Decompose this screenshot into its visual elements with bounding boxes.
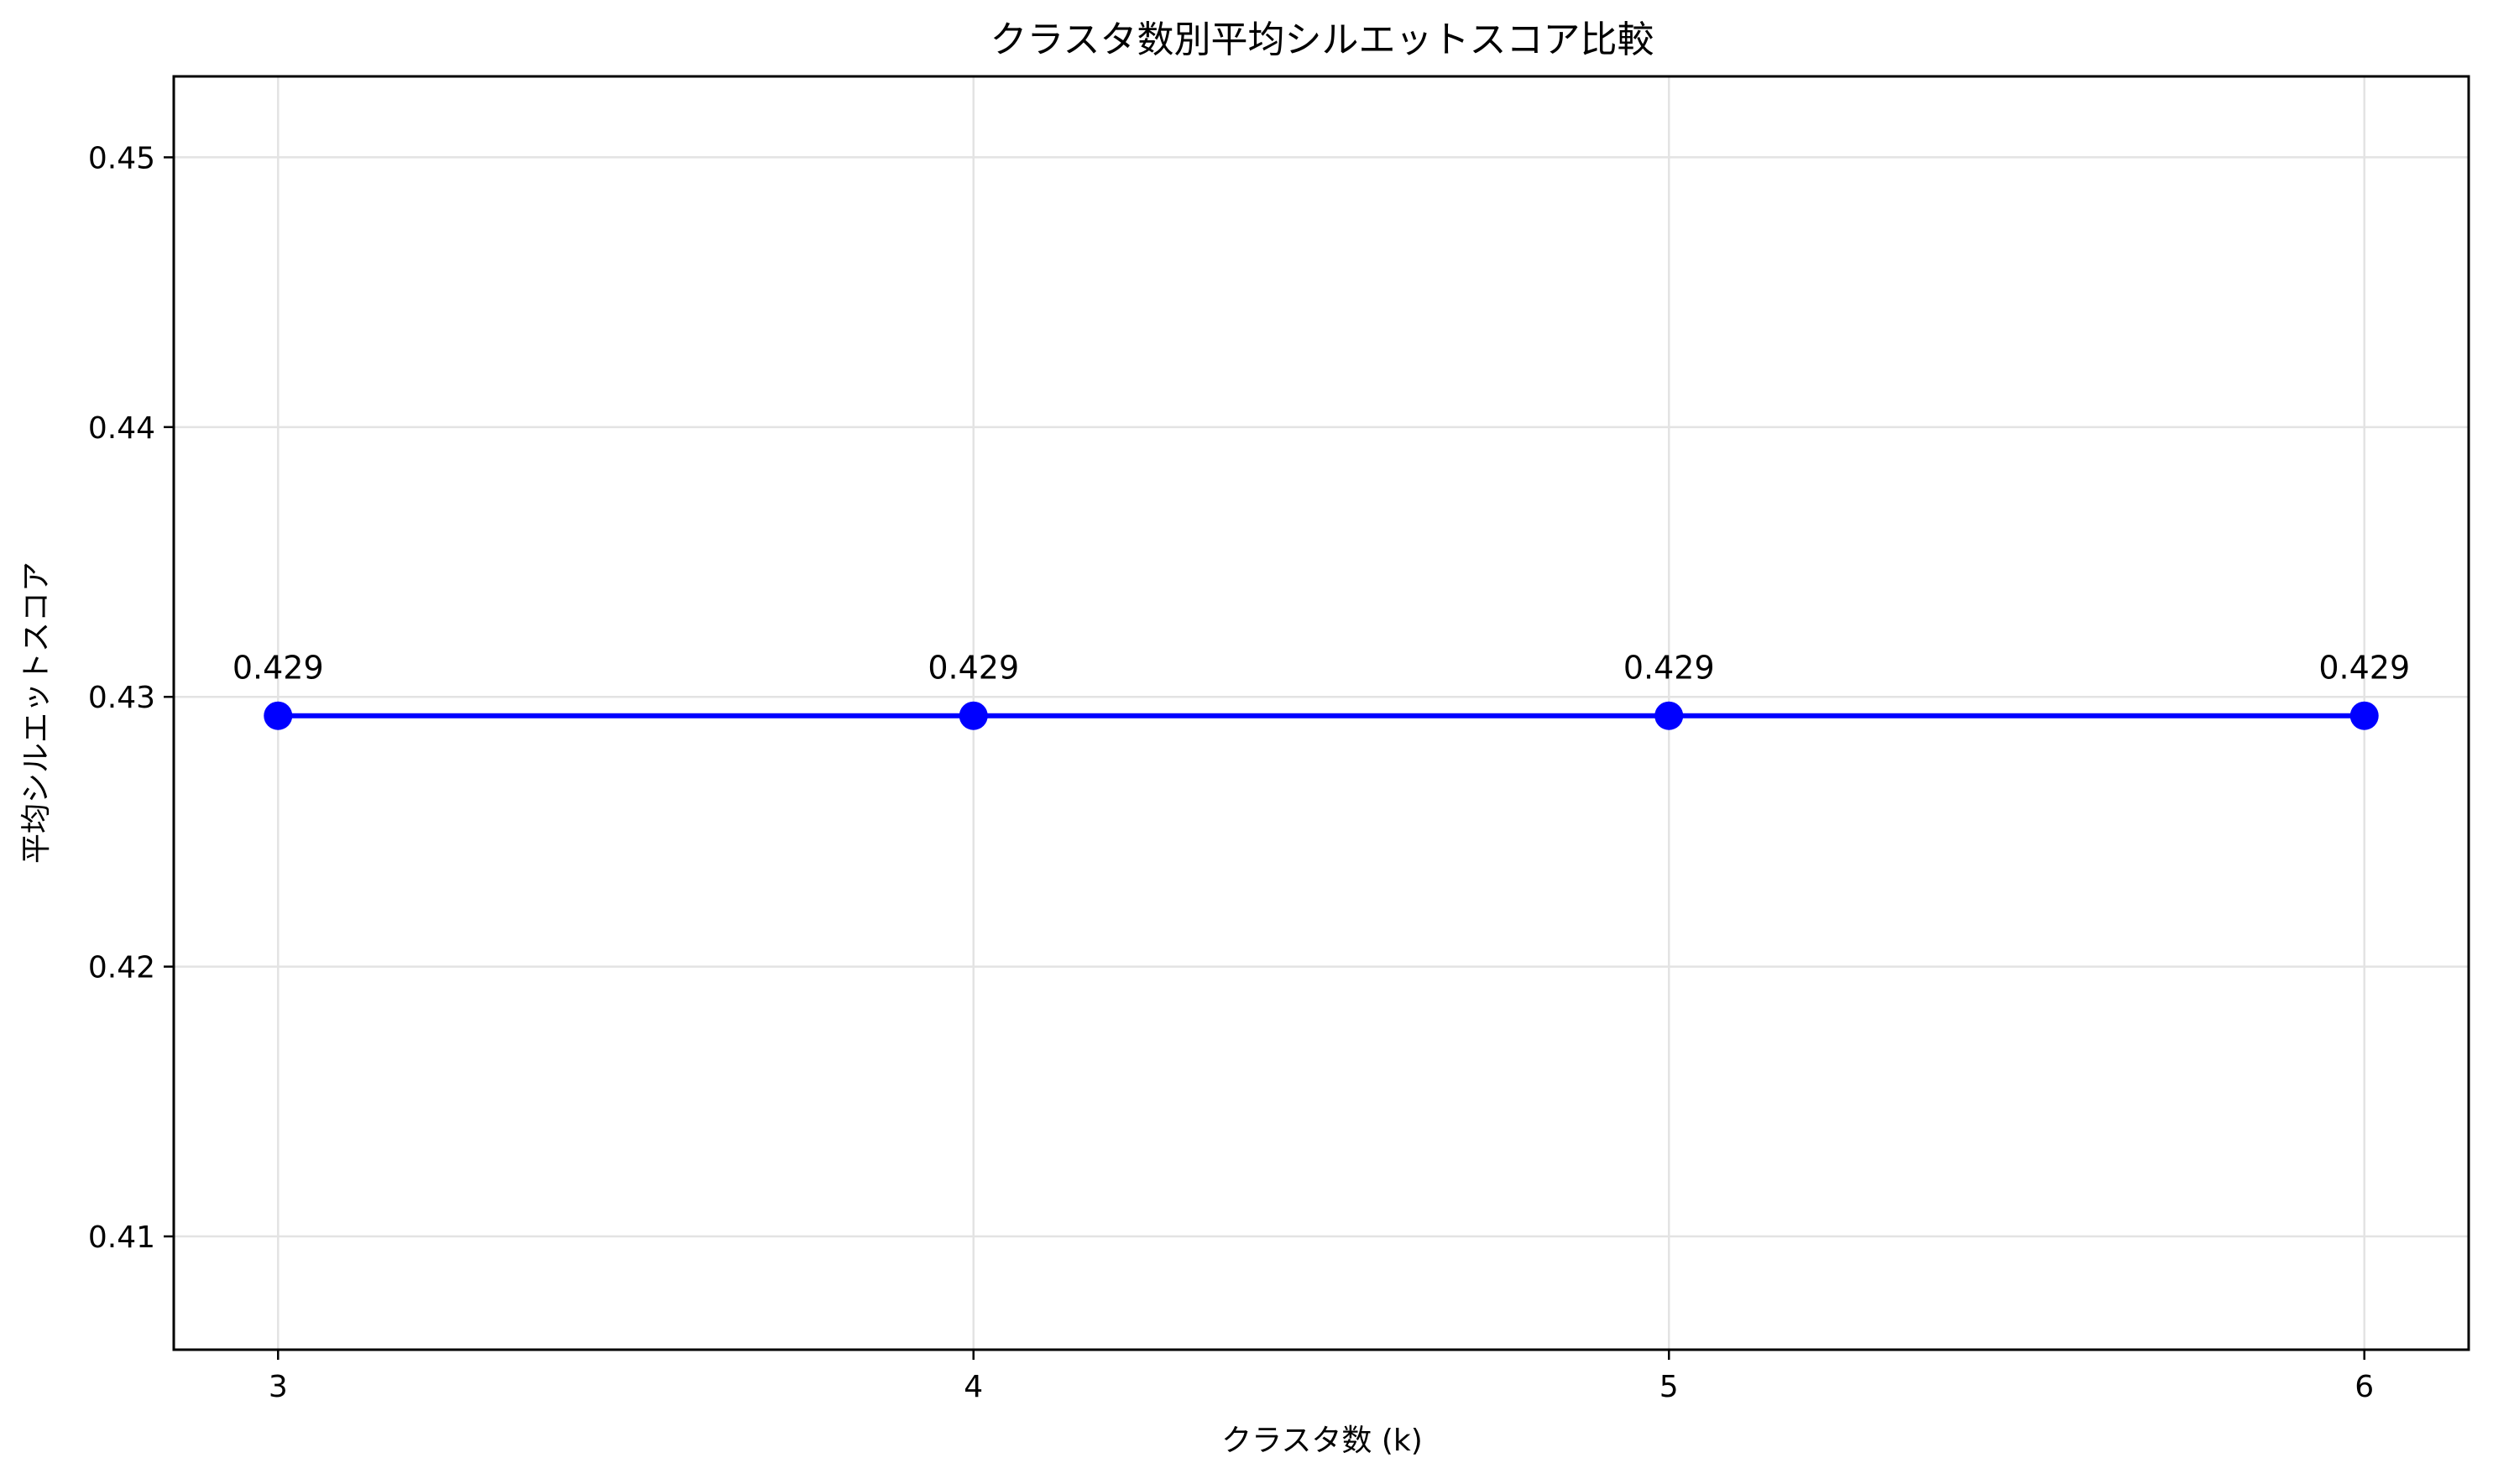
data-label: 0.429 (928, 650, 1019, 687)
y-axis-label: 平均シルエットスコア (19, 562, 54, 864)
data-point (264, 701, 293, 730)
series-layer (264, 701, 2379, 730)
label-layer: 0.429 0.429 0.429 0.429 (233, 650, 2410, 687)
x-tick-label: 6 (2354, 1370, 2374, 1404)
y-tick-label: 0.41 (88, 1220, 155, 1255)
data-label: 0.429 (2318, 650, 2410, 687)
y-tick-label: 0.43 (88, 681, 155, 715)
y-tick-label: 0.45 (88, 141, 155, 175)
x-axis-label: クラスタ数 (k) (1221, 1424, 1423, 1458)
data-label: 0.429 (233, 650, 324, 687)
x-tick-label: 5 (1659, 1370, 1679, 1404)
data-point (959, 701, 988, 730)
tick-layer: 3 4 5 6 0.41 0.42 0.43 0.44 0.45 (88, 141, 2374, 1404)
data-point (1654, 701, 1684, 730)
y-tick-label: 0.44 (88, 411, 155, 446)
grid-layer (174, 76, 2469, 1350)
y-tick-label: 0.42 (88, 951, 155, 985)
chart-title: クラスタ数別平均シルエットスコア比較 (990, 18, 1654, 61)
x-tick-label: 3 (269, 1370, 288, 1404)
data-point (2349, 701, 2379, 730)
plot-frame (172, 75, 2470, 1351)
x-tick-label: 4 (964, 1370, 983, 1404)
data-label: 0.429 (1623, 650, 1715, 687)
